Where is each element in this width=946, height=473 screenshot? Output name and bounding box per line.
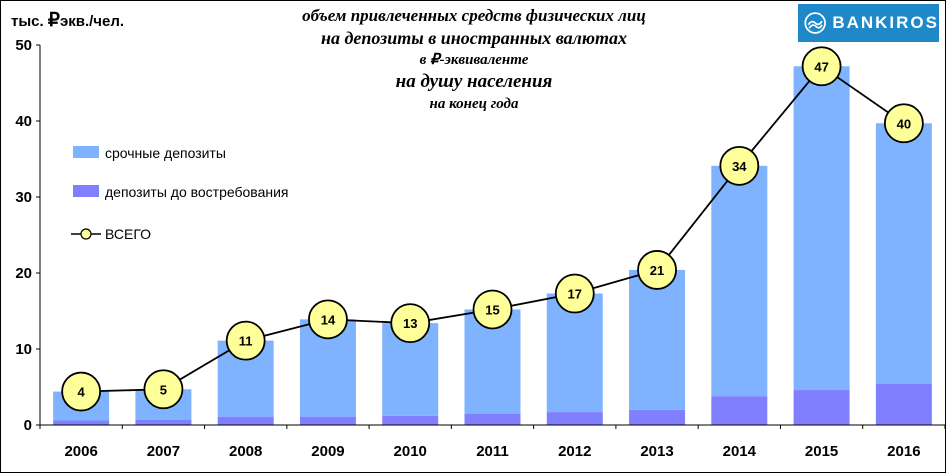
total-data-label: 47 bbox=[814, 59, 828, 74]
x-tick-label: 2008 bbox=[229, 443, 262, 460]
y-tick-label: 50 bbox=[15, 37, 32, 54]
bar-demand-deposits bbox=[629, 409, 686, 425]
y-tick-label: 0 bbox=[24, 417, 32, 434]
bar-demand-deposits bbox=[793, 390, 850, 425]
x-tick-label: 2006 bbox=[64, 443, 97, 460]
bar-term-deposits bbox=[711, 165, 768, 397]
x-tick-label: 2011 bbox=[476, 443, 509, 460]
bar-term-deposits bbox=[875, 123, 932, 384]
total-marker bbox=[554, 273, 595, 314]
bar-demand-deposits bbox=[135, 419, 192, 425]
bar-term-deposits bbox=[793, 66, 850, 391]
title-line-2: на депозиты в иностранных валютах bbox=[320, 28, 628, 48]
x-tick-label: 2007 bbox=[147, 443, 180, 460]
bar-demand-deposits bbox=[53, 420, 110, 425]
bar-term-deposits bbox=[629, 269, 686, 410]
total-marker bbox=[61, 371, 102, 412]
total-data-label: 5 bbox=[160, 382, 167, 397]
total-data-label: 17 bbox=[568, 287, 582, 302]
title-line-3: в ₽-эквиваленте bbox=[419, 52, 529, 68]
y-tick-label: 40 bbox=[15, 113, 32, 130]
total-data-label: 15 bbox=[485, 302, 499, 317]
total-data-label: 21 bbox=[650, 263, 664, 278]
total-marker bbox=[883, 103, 924, 144]
x-tick-label: 2012 bbox=[558, 443, 591, 460]
chart-title: объем привлеченных средств физических ли… bbox=[229, 5, 719, 115]
total-data-label: 4 bbox=[78, 385, 86, 400]
legend-marker-total bbox=[80, 228, 92, 240]
total-marker bbox=[719, 145, 760, 186]
bar-demand-deposits bbox=[711, 396, 768, 425]
y-axis-unit-label: тыс. ₽экв./чел. bbox=[11, 10, 125, 31]
total-marker bbox=[801, 46, 842, 87]
bar-demand-deposits bbox=[299, 416, 356, 425]
total-data-label: 11 bbox=[239, 334, 253, 349]
total-marker bbox=[390, 303, 431, 344]
title-line-1: объем привлеченных средств физических ли… bbox=[302, 6, 646, 25]
total-marker bbox=[225, 320, 266, 361]
bar-demand-deposits bbox=[217, 416, 274, 425]
x-tick-label: 2015 bbox=[805, 443, 838, 460]
x-tick-label: 2010 bbox=[394, 443, 427, 460]
x-tick-label: 2016 bbox=[887, 443, 920, 460]
total-data-label: 13 bbox=[403, 316, 417, 331]
bankiros-logo-icon bbox=[804, 12, 826, 34]
bankiros-logo: BANKIROS bbox=[798, 4, 939, 42]
bar-demand-deposits bbox=[464, 413, 521, 425]
total-marker bbox=[308, 299, 348, 340]
title-line-4: на душу населения bbox=[395, 71, 553, 92]
total-data-label: 14 bbox=[321, 312, 336, 327]
y-tick-label: 30 bbox=[15, 189, 32, 206]
total-marker bbox=[637, 250, 677, 290]
x-tick-label: 2014 bbox=[723, 443, 757, 460]
bar-demand-deposits bbox=[382, 415, 439, 425]
bankiros-logo-text: BANKIROS bbox=[832, 13, 939, 32]
legend-label-total: ВСЕГО bbox=[105, 226, 151, 242]
legend-swatch-term bbox=[73, 146, 99, 158]
total-data-label: 40 bbox=[897, 116, 911, 131]
x-tick-label: 2013 bbox=[640, 443, 673, 460]
bar-demand-deposits bbox=[546, 412, 603, 425]
legend-label-term: срочные депозиты bbox=[105, 145, 226, 161]
bar-demand-deposits bbox=[875, 383, 932, 425]
total-marker bbox=[143, 369, 184, 410]
y-tick-label: 10 bbox=[15, 341, 32, 358]
total-marker bbox=[472, 289, 513, 330]
y-tick-label: 20 bbox=[15, 265, 32, 282]
total-data-label: 34 bbox=[732, 159, 747, 174]
legend-label-demand: депозиты до востребования bbox=[105, 184, 289, 200]
x-tick-label: 2009 bbox=[311, 443, 344, 460]
legend-swatch-demand bbox=[73, 185, 99, 197]
title-line-5: на конец года bbox=[429, 96, 519, 112]
